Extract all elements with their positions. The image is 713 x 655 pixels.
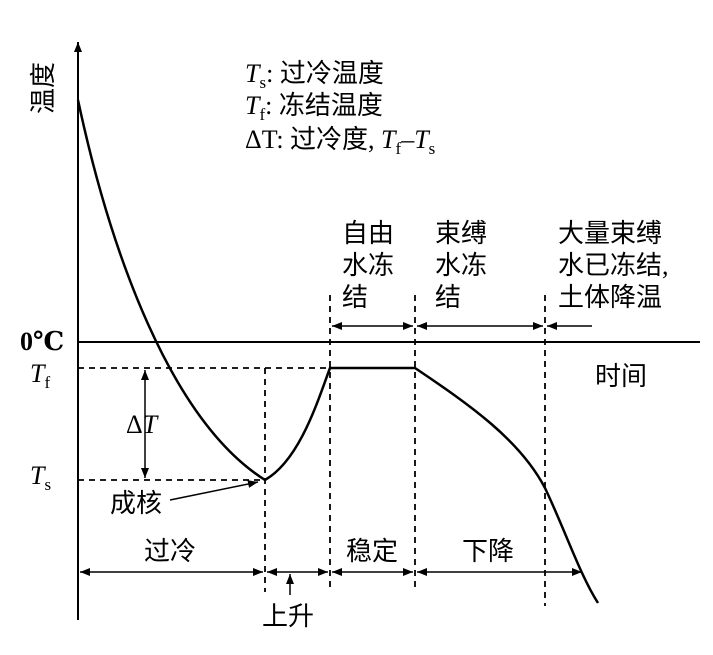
stage-label: 水已冻结,: [558, 251, 669, 280]
nucleation-label: 成核: [110, 489, 162, 518]
stage-label: 稳定: [346, 537, 398, 566]
stage-label: 自由: [342, 219, 394, 248]
stage-label: 水冻: [342, 251, 394, 280]
tf-label: Tf: [30, 359, 50, 392]
temperature-curve: [76, 99, 600, 604]
stage-label: 水冻: [435, 251, 487, 280]
stage-label: 结: [342, 283, 368, 312]
stage-label: 土体降温: [558, 283, 662, 312]
stage-labels: 自由 水冻 结 束缚 水冻 结 大量束缚 水已冻结, 土体降温 过冷 稳定 下降…: [110, 219, 669, 631]
axes: [74, 42, 700, 620]
stage-label: 束缚: [435, 219, 487, 248]
stage-label: 大量束缚: [558, 219, 662, 248]
ts-label: Ts: [30, 461, 51, 494]
delta-label: ΔT: [126, 410, 159, 439]
stage-label: 结: [435, 283, 461, 312]
stage-label: 下降: [462, 537, 514, 566]
stage-label: 过冷: [144, 537, 196, 566]
x-axis-label: 时间: [595, 362, 647, 391]
arrows: [80, 322, 592, 595]
guides: [78, 295, 546, 606]
legend: Ts: 过冷温度 Tf: 冻结温度 ΔT: 过冷度, Tf–Ts: [245, 59, 435, 158]
y-axis-label: 温度: [29, 62, 58, 114]
zero-label: 0℃: [20, 327, 64, 356]
legend-item: Ts: 过冷温度: [245, 59, 384, 92]
rise-label: 上升: [262, 602, 314, 631]
nucleation-arrow: [169, 480, 259, 501]
legend-item: ΔT: 过冷度, Tf–Ts: [245, 125, 435, 158]
legend-item: Tf: 冻结温度: [245, 91, 383, 124]
